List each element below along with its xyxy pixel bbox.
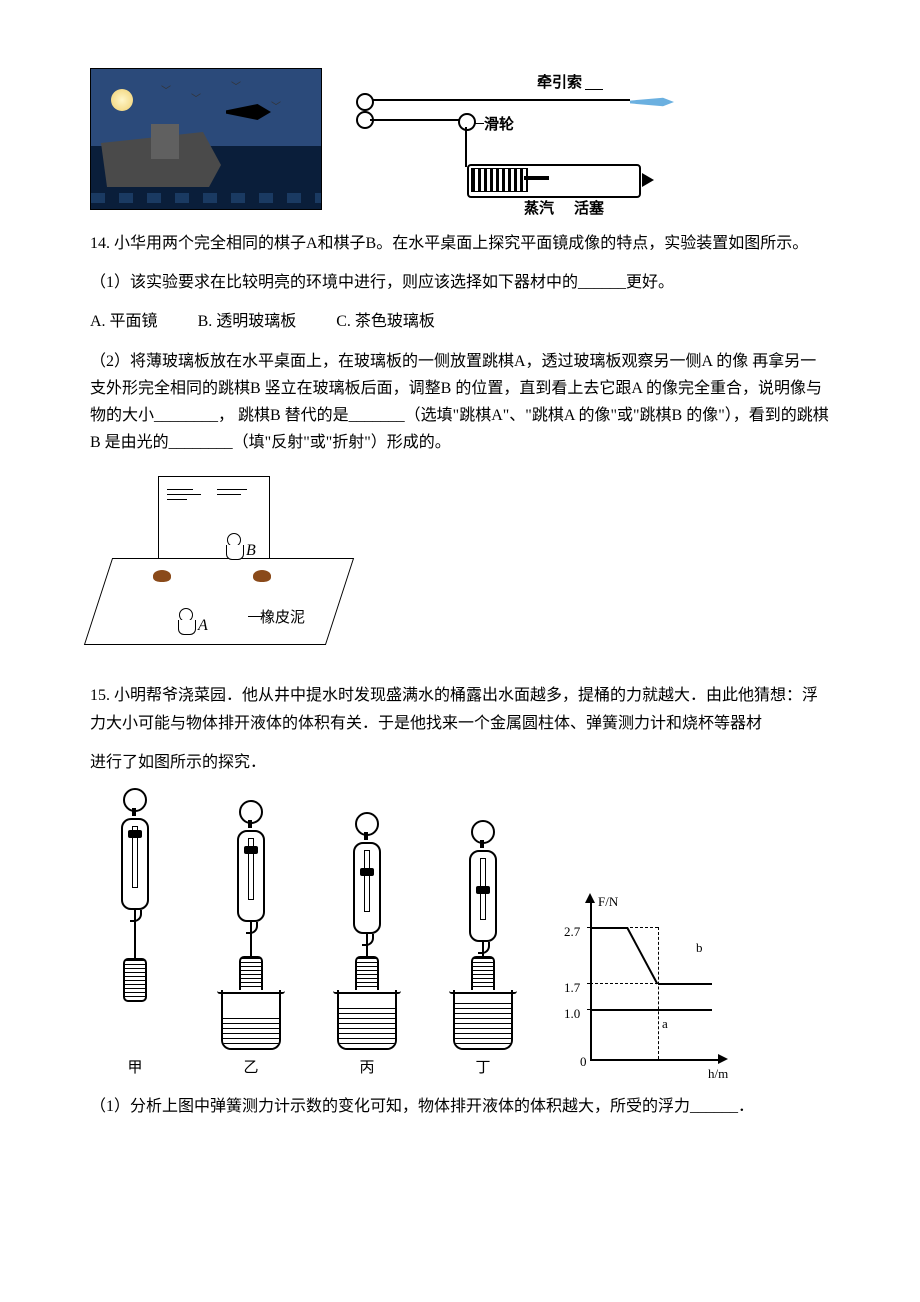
scale-pointer: [244, 846, 258, 854]
spring-scale: [237, 830, 265, 922]
jet-silhouette: [226, 104, 271, 120]
lead-pulley: [474, 123, 484, 124]
beaker: [337, 990, 397, 1050]
piston-rod: [524, 176, 549, 180]
q14-figure: B A 橡皮泥: [98, 468, 338, 658]
curve-b: [658, 983, 712, 985]
spring-scale: [353, 842, 381, 934]
setup-label: 丙: [322, 1056, 412, 1082]
bird-icon: ﹀: [271, 99, 281, 116]
hang-ring: [123, 788, 147, 812]
label-a: A: [198, 612, 208, 639]
hook-icon: [482, 942, 484, 956]
x-axis: [590, 1059, 720, 1061]
hook-icon: [366, 934, 368, 948]
beaker: [453, 990, 513, 1050]
curve-b-label: b: [696, 937, 703, 959]
q14-stem: 14. 小华用两个完全相同的棋子A和棋子B。在水平桌面上探究平面镜成像的特点，实…: [90, 230, 830, 257]
q15-figure-row: 甲 乙 丙 丁 F/N h/m 0 2.7 1.7 1.0 b a: [90, 788, 830, 1082]
curve-b: [590, 927, 628, 929]
spring-scale: [121, 818, 149, 910]
waves: [91, 193, 321, 203]
y-axis-label: F/N: [598, 891, 618, 913]
cable-top: [370, 99, 630, 101]
pulley-right: [458, 113, 476, 131]
beaker: [221, 990, 281, 1050]
cable-return: [370, 119, 460, 121]
y-axis: [590, 899, 592, 1059]
chess-piece-b: B: [226, 533, 242, 557]
label-cable: 牵引索: [537, 71, 582, 97]
hang-ring: [239, 800, 263, 824]
sun: [111, 89, 133, 111]
y-tick-label: 1.7: [564, 977, 580, 999]
table-top: [84, 558, 354, 645]
setup-bing: 丙: [322, 812, 412, 1082]
label-b: B: [246, 537, 256, 564]
scale-pointer: [128, 830, 142, 838]
q14-part1: （1）该实验要求在比较明亮的环境中进行，则应该选择如下器材中的______更好。: [90, 269, 830, 296]
bird-icon: ﹀: [161, 83, 171, 100]
y-arrow-icon: [585, 893, 595, 903]
label-steam: 蒸汽: [524, 197, 554, 223]
q14-option-b: B. 透明玻璃板: [198, 308, 297, 335]
hook-icon: [134, 910, 136, 924]
ship-tower: [151, 124, 179, 159]
setup-jia: 甲: [90, 788, 180, 1082]
hang-ring: [471, 820, 495, 844]
scale-pointer: [360, 868, 374, 876]
origin-label: 0: [580, 1051, 587, 1073]
q14-option-c: C. 茶色玻璃板: [336, 308, 435, 335]
piston: [471, 168, 528, 192]
hang-ring: [355, 812, 379, 836]
catapult-diagram: 牵引索 滑轮 蒸汽 活塞: [352, 69, 682, 209]
q14-part2: （2）将薄玻璃板放在水平桌面上，在玻璃板的一侧放置跳棋A，透过玻璃板观察另一侧A…: [90, 348, 830, 457]
scale-pointer: [476, 886, 490, 894]
bird-icon: ﹀: [191, 91, 201, 108]
y-tick-label: 2.7: [564, 921, 580, 943]
clay-stand-right: [253, 570, 271, 582]
metal-cylinder: [123, 958, 147, 1002]
setup-label: 甲: [90, 1056, 180, 1082]
wire: [366, 948, 368, 956]
water: [223, 1014, 279, 1048]
wire: [250, 936, 252, 956]
setup-yi: 乙: [206, 800, 296, 1082]
water: [455, 1002, 511, 1048]
q15-lead: 进行了如图所示的探究．: [90, 749, 830, 776]
q14-options: A. 平面镜 B. 透明玻璃板 C. 茶色玻璃板: [90, 308, 830, 335]
cylinder: [467, 164, 641, 198]
carrier-photo: ﹀ ﹀ ﹀ ﹀: [90, 68, 322, 210]
fh-graph: F/N h/m 0 2.71.71.0ba: [562, 891, 732, 1081]
clay-stand-left: [153, 570, 171, 582]
plane-icon: [630, 95, 674, 109]
chess-piece-a: A: [178, 608, 194, 632]
q15-stem: 15. 小明帮爷浇菜园．他从井中提水时发现盛满水的桶露出水面越多，提桶的力就越大…: [90, 682, 830, 736]
spring-scale: [469, 850, 497, 942]
setup-ding: 丁: [438, 820, 528, 1082]
q14-option-a: A. 平面镜: [90, 308, 158, 335]
y-tick-label: 1.0: [564, 1003, 580, 1025]
curve-b: [627, 927, 658, 984]
q13-figure-row: ﹀ ﹀ ﹀ ﹀ 牵引索 滑轮 蒸汽 活塞: [90, 68, 830, 210]
label-pulley: 滑轮: [484, 113, 514, 139]
x-axis-label: h/m: [708, 1063, 728, 1085]
guide-dash: [590, 983, 658, 984]
setup-label: 丁: [438, 1056, 528, 1082]
lead-cable: [585, 89, 603, 90]
curve-a-label: a: [662, 1013, 668, 1035]
wire: [134, 924, 136, 958]
steam-arrow-icon: [642, 173, 654, 187]
label-piston: 活塞: [574, 197, 604, 223]
setup-label: 乙: [206, 1056, 296, 1082]
water: [339, 1008, 395, 1048]
hook-icon: [250, 922, 252, 936]
guide-dash: [658, 927, 659, 1059]
pulley-top: [356, 93, 374, 111]
curve-a: [590, 1009, 712, 1011]
bird-icon: ﹀: [231, 79, 241, 96]
q15-part1: （1）分析上图中弹簧测力计示数的变化可知，物体排开液体的体积越大，所受的浮力__…: [90, 1093, 830, 1120]
label-clay: 橡皮泥: [260, 606, 305, 632]
cable-down: [465, 127, 467, 167]
